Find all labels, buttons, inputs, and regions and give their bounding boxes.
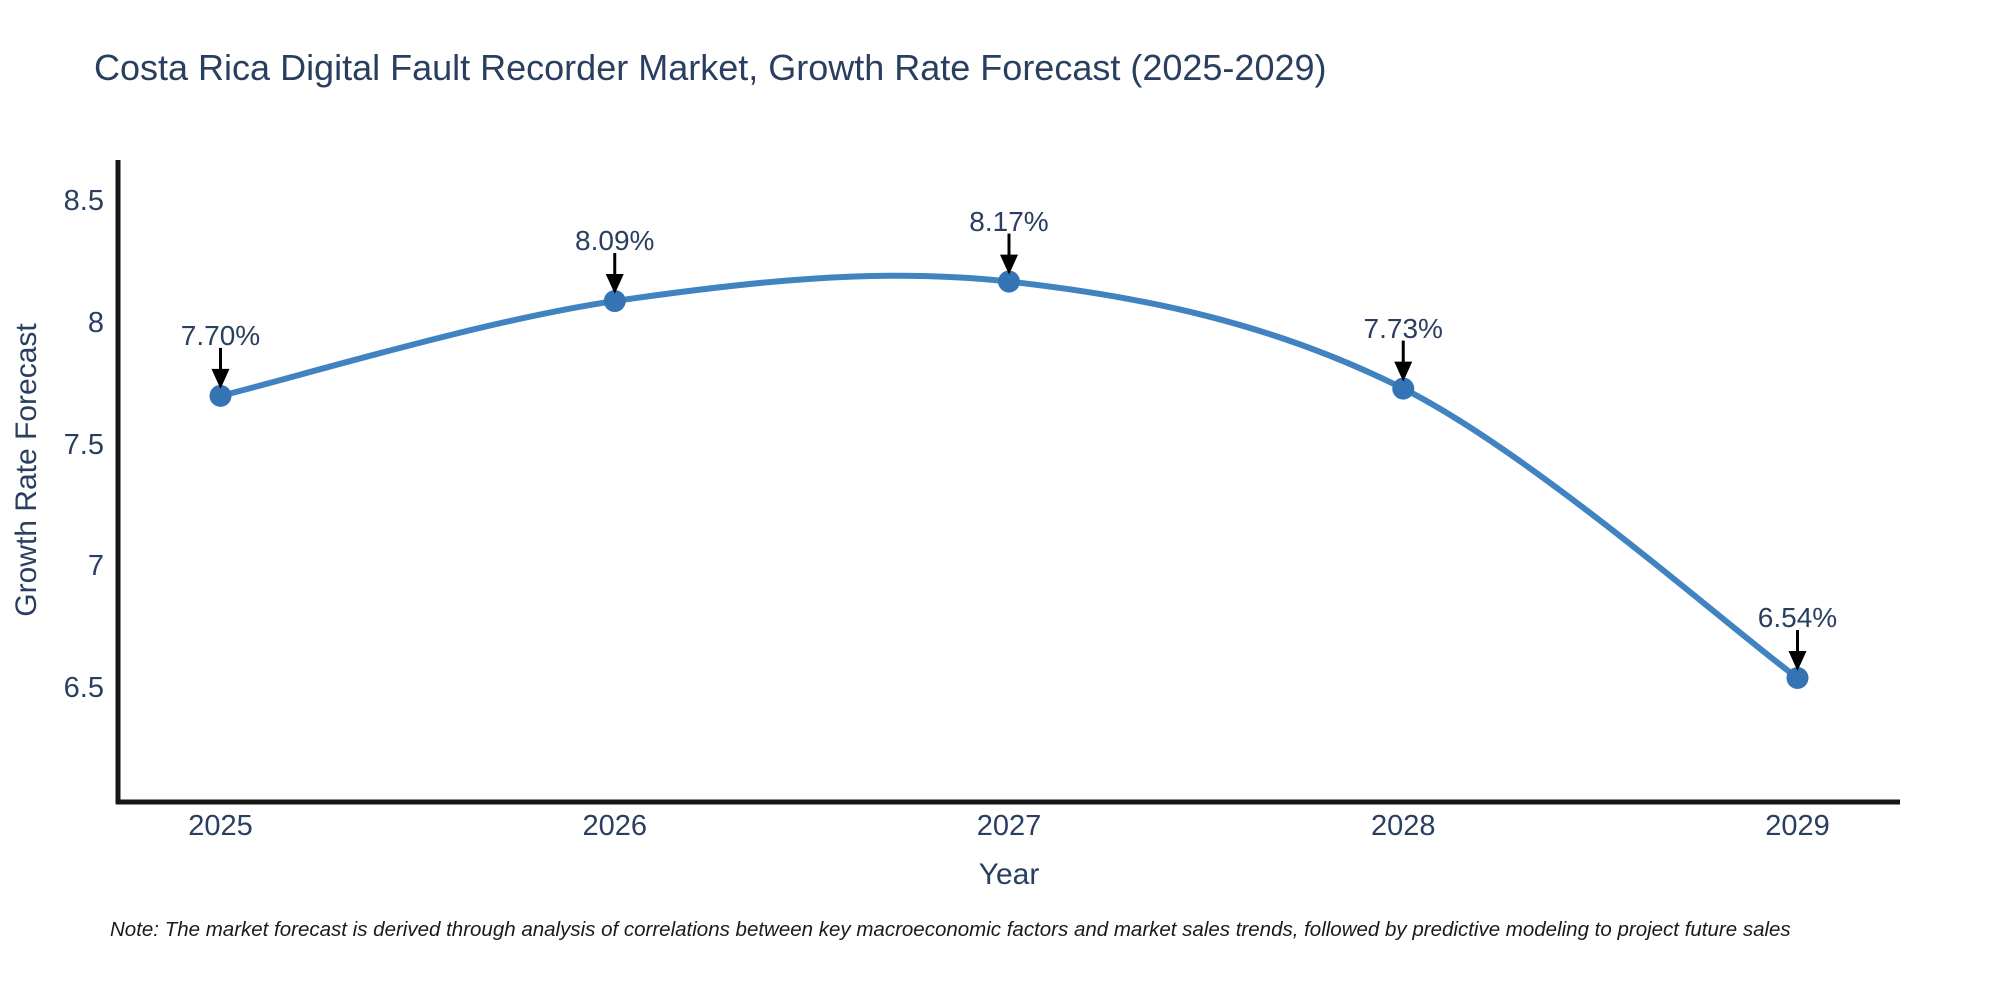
data-point-label-2027: 8.17% (969, 205, 1049, 237)
x-tick-label-2025: 2025 (188, 810, 253, 842)
x-tick-label-2029: 2029 (1765, 810, 1830, 842)
annotation-arrow-head (1788, 650, 1807, 671)
data-point-marker-2027[interactable] (998, 270, 1020, 293)
x-tick-label-2027: 2027 (976, 810, 1042, 842)
y-tick-label-6.5: 6.5 (63, 671, 104, 704)
annotation-arrow-head (1000, 254, 1018, 275)
annotation-arrow-head (211, 368, 230, 389)
y-tick-label-7: 7 (87, 550, 104, 583)
annotation-arrow-head (1394, 361, 1413, 382)
data-point-label-2025: 7.70% (180, 319, 261, 351)
data-point-label-2028: 7.73% (1363, 312, 1443, 344)
data-point-marker-2028[interactable] (1392, 377, 1415, 400)
forecast-line (217, 272, 1801, 681)
annotation-arrow-head (605, 274, 624, 295)
x-axis-title: Year (978, 858, 1040, 891)
y-axis-title: Growth Rate Forecast (10, 323, 43, 617)
x-tick-label-2026: 2026 (582, 810, 647, 842)
data-point-label-2026: 8.09% (575, 225, 655, 257)
y-tick-label-7.5: 7.5 (63, 428, 104, 461)
data-point-label-2029: 6.54% (1757, 601, 1838, 633)
data-point-marker-2026[interactable] (603, 290, 626, 313)
y-tick-label-8: 8 (87, 306, 104, 339)
chart-title: Costa Rica Digital Fault Recorder Market… (94, 47, 1327, 88)
x-tick-label-2028: 2028 (1370, 810, 1436, 842)
data-point-marker-2025[interactable] (209, 384, 232, 407)
y-tick-label-8.5: 8.5 (63, 185, 104, 218)
data-point-marker-2029[interactable] (1786, 666, 1809, 689)
footnote: Note: The market forecast is derived thr… (110, 918, 1791, 941)
